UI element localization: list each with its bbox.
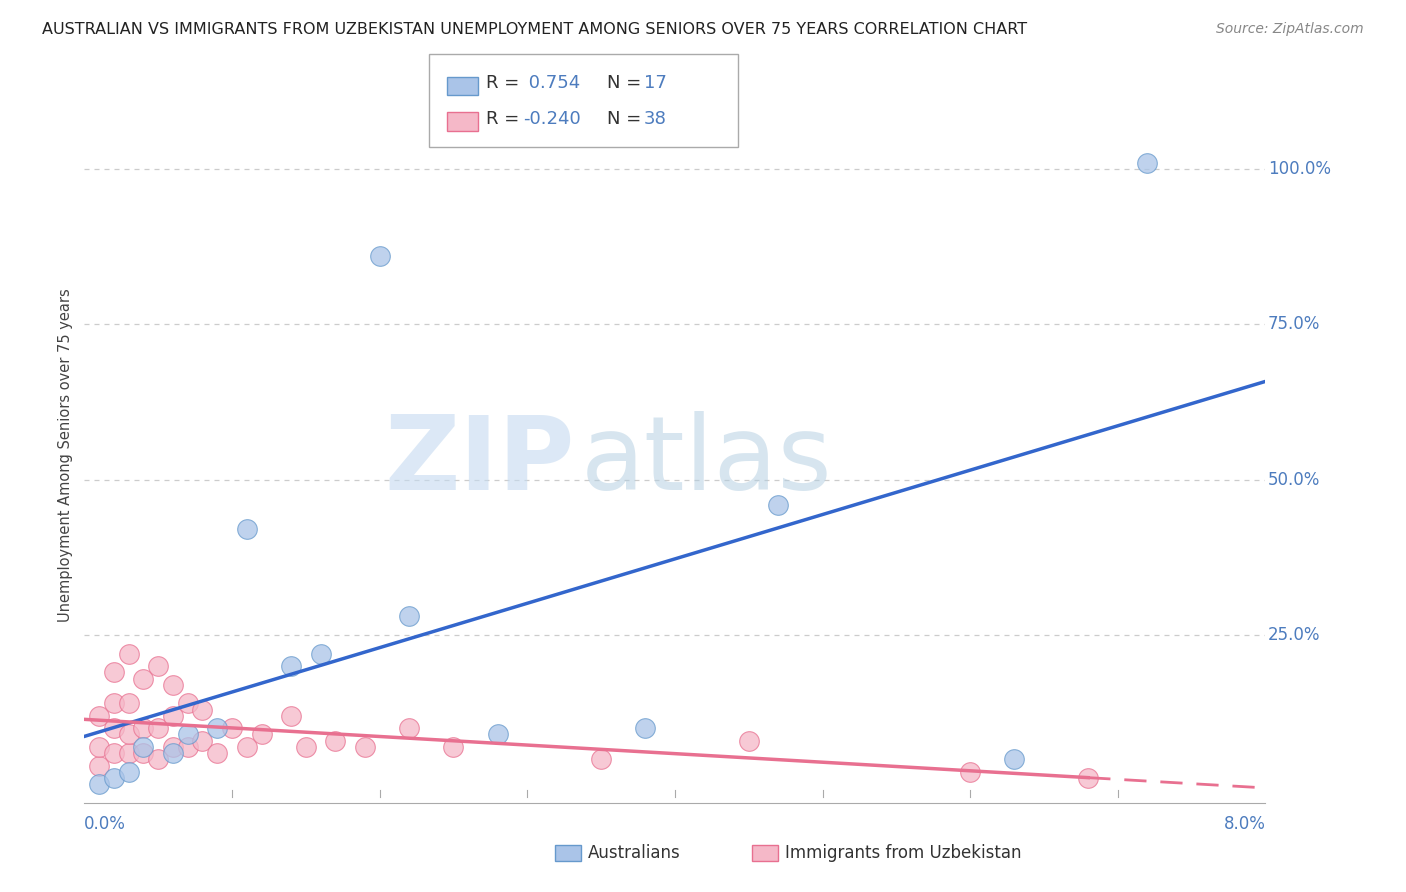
Point	[162, 678, 184, 692]
Point	[368, 249, 391, 263]
Text: AUSTRALIAN VS IMMIGRANTS FROM UZBEKISTAN UNEMPLOYMENT AMONG SENIORS OVER 75 YEAR: AUSTRALIAN VS IMMIGRANTS FROM UZBEKISTAN…	[42, 22, 1028, 37]
Point	[177, 727, 200, 741]
Point	[118, 727, 141, 741]
Point	[118, 764, 141, 779]
Point	[1077, 771, 1099, 785]
Text: R =: R =	[486, 74, 526, 92]
Point	[398, 609, 420, 624]
Text: Immigrants from Uzbekistan: Immigrants from Uzbekistan	[785, 844, 1021, 862]
Point	[323, 733, 347, 747]
Point	[221, 721, 243, 735]
Text: 17: 17	[644, 74, 666, 92]
Point	[591, 752, 613, 766]
Point	[235, 739, 259, 754]
Point	[177, 739, 200, 754]
Point	[959, 764, 981, 779]
Point	[443, 739, 465, 754]
Text: 100.0%: 100.0%	[1268, 161, 1330, 178]
Text: 0.754: 0.754	[523, 74, 581, 92]
Point	[486, 727, 509, 741]
Point	[103, 721, 125, 735]
Text: R =: R =	[486, 110, 526, 128]
Text: -0.240: -0.240	[523, 110, 581, 128]
Point	[191, 703, 214, 717]
Point	[87, 777, 111, 791]
Point	[132, 672, 155, 686]
Text: 8.0%: 8.0%	[1223, 815, 1265, 833]
Point	[148, 721, 170, 735]
Point	[191, 733, 214, 747]
Text: ZIP: ZIP	[384, 411, 575, 512]
Point	[87, 708, 111, 723]
Text: 75.0%: 75.0%	[1268, 316, 1320, 334]
Point	[148, 752, 170, 766]
Point	[103, 771, 125, 785]
Point	[132, 721, 155, 735]
Point	[1004, 752, 1026, 766]
Point	[768, 498, 790, 512]
Point	[309, 647, 332, 661]
Point	[177, 697, 200, 711]
Text: 38: 38	[644, 110, 666, 128]
Point	[118, 647, 141, 661]
Point	[280, 659, 302, 673]
Point	[132, 739, 155, 754]
Point	[295, 739, 318, 754]
Text: 25.0%: 25.0%	[1268, 626, 1320, 644]
Text: N =: N =	[607, 110, 647, 128]
Point	[132, 746, 155, 760]
Text: atlas: atlas	[581, 411, 832, 512]
Point	[162, 708, 184, 723]
Point	[250, 727, 273, 741]
Text: N =: N =	[607, 74, 647, 92]
Y-axis label: Unemployment Among Seniors over 75 years: Unemployment Among Seniors over 75 years	[58, 288, 73, 622]
Point	[103, 665, 125, 680]
Point	[118, 746, 141, 760]
Point	[235, 523, 259, 537]
Point	[162, 746, 184, 760]
Point	[398, 721, 420, 735]
Point	[103, 746, 125, 760]
Point	[87, 739, 111, 754]
Point	[205, 746, 228, 760]
Point	[634, 721, 657, 735]
Point	[737, 733, 759, 747]
Text: 0.0%: 0.0%	[84, 815, 127, 833]
Text: Source: ZipAtlas.com: Source: ZipAtlas.com	[1216, 22, 1364, 37]
Point	[162, 739, 184, 754]
Point	[103, 697, 125, 711]
Text: 50.0%: 50.0%	[1268, 471, 1320, 489]
Point	[280, 708, 302, 723]
Point	[205, 721, 228, 735]
Point	[1136, 156, 1159, 170]
Point	[118, 697, 141, 711]
Text: Australians: Australians	[588, 844, 681, 862]
Point	[148, 659, 170, 673]
Point	[87, 758, 111, 772]
Point	[354, 739, 377, 754]
